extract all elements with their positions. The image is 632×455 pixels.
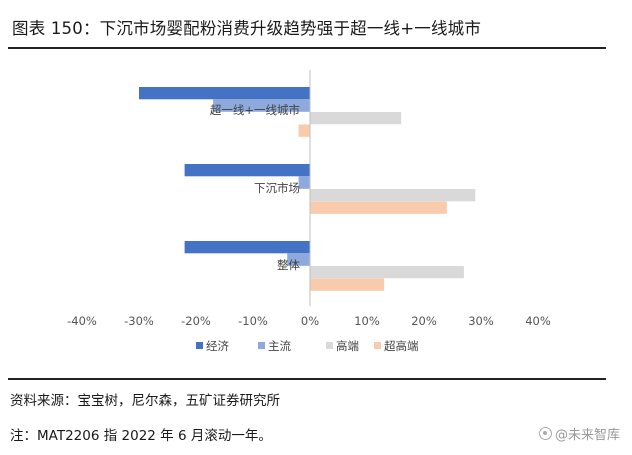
bar-3-2 <box>287 253 310 266</box>
legend-swatch <box>374 342 381 349</box>
bar-2-3 <box>310 189 476 202</box>
legend-label: 超高端 <box>384 339 419 353</box>
watermark-text: @未来智库 <box>554 428 620 443</box>
watermark-icon <box>538 427 552 440</box>
bar-3-4 <box>310 278 385 291</box>
legend-swatch <box>326 342 333 349</box>
x-tick-label: 40% <box>525 314 551 328</box>
bar-3-3 <box>310 266 464 279</box>
category-label: 下沉市场 <box>254 181 300 195</box>
footnote: 注：MAT2206 指 2022 年 6 月滚动一年。 <box>10 428 272 444</box>
x-tick-label: -30% <box>124 314 154 328</box>
x-tick-label: -10% <box>238 314 268 328</box>
bar-1-4 <box>298 124 310 137</box>
figure-title: 图表 150：下沉市场婴配粉消费升级趋势强于超一线+一线城市 <box>12 19 482 38</box>
x-tick-label: 20% <box>411 314 437 328</box>
footer-rule <box>8 378 606 380</box>
legend-label: 经济 <box>206 339 229 353</box>
bar-1-2 <box>213 99 310 112</box>
legend-swatch <box>258 342 265 349</box>
legend-label: 主流 <box>268 339 291 353</box>
category-label: 整体 <box>277 258 300 272</box>
bar-2-1 <box>184 164 310 177</box>
bar-2-4 <box>310 201 447 214</box>
watermark: @未来智库 <box>538 424 620 443</box>
x-tick-label: 10% <box>354 314 380 328</box>
source-note: 资料来源：宝宝树，尼尔森，五矿证券研究所 <box>10 393 280 409</box>
bar-1-3 <box>310 112 402 125</box>
bar-3-1 <box>184 241 310 254</box>
x-tick-label: -40% <box>67 314 97 328</box>
bar-1-1 <box>139 87 310 100</box>
category-label: 超一线+一线城市 <box>210 103 300 117</box>
x-tick-label: 0% <box>301 314 319 328</box>
title-rule <box>8 47 606 49</box>
legend-label: 高端 <box>336 339 359 353</box>
bar-2-2 <box>298 176 310 189</box>
x-tick-label: 30% <box>468 314 494 328</box>
legend-swatch <box>196 342 203 349</box>
x-tick-label: -20% <box>181 314 211 328</box>
